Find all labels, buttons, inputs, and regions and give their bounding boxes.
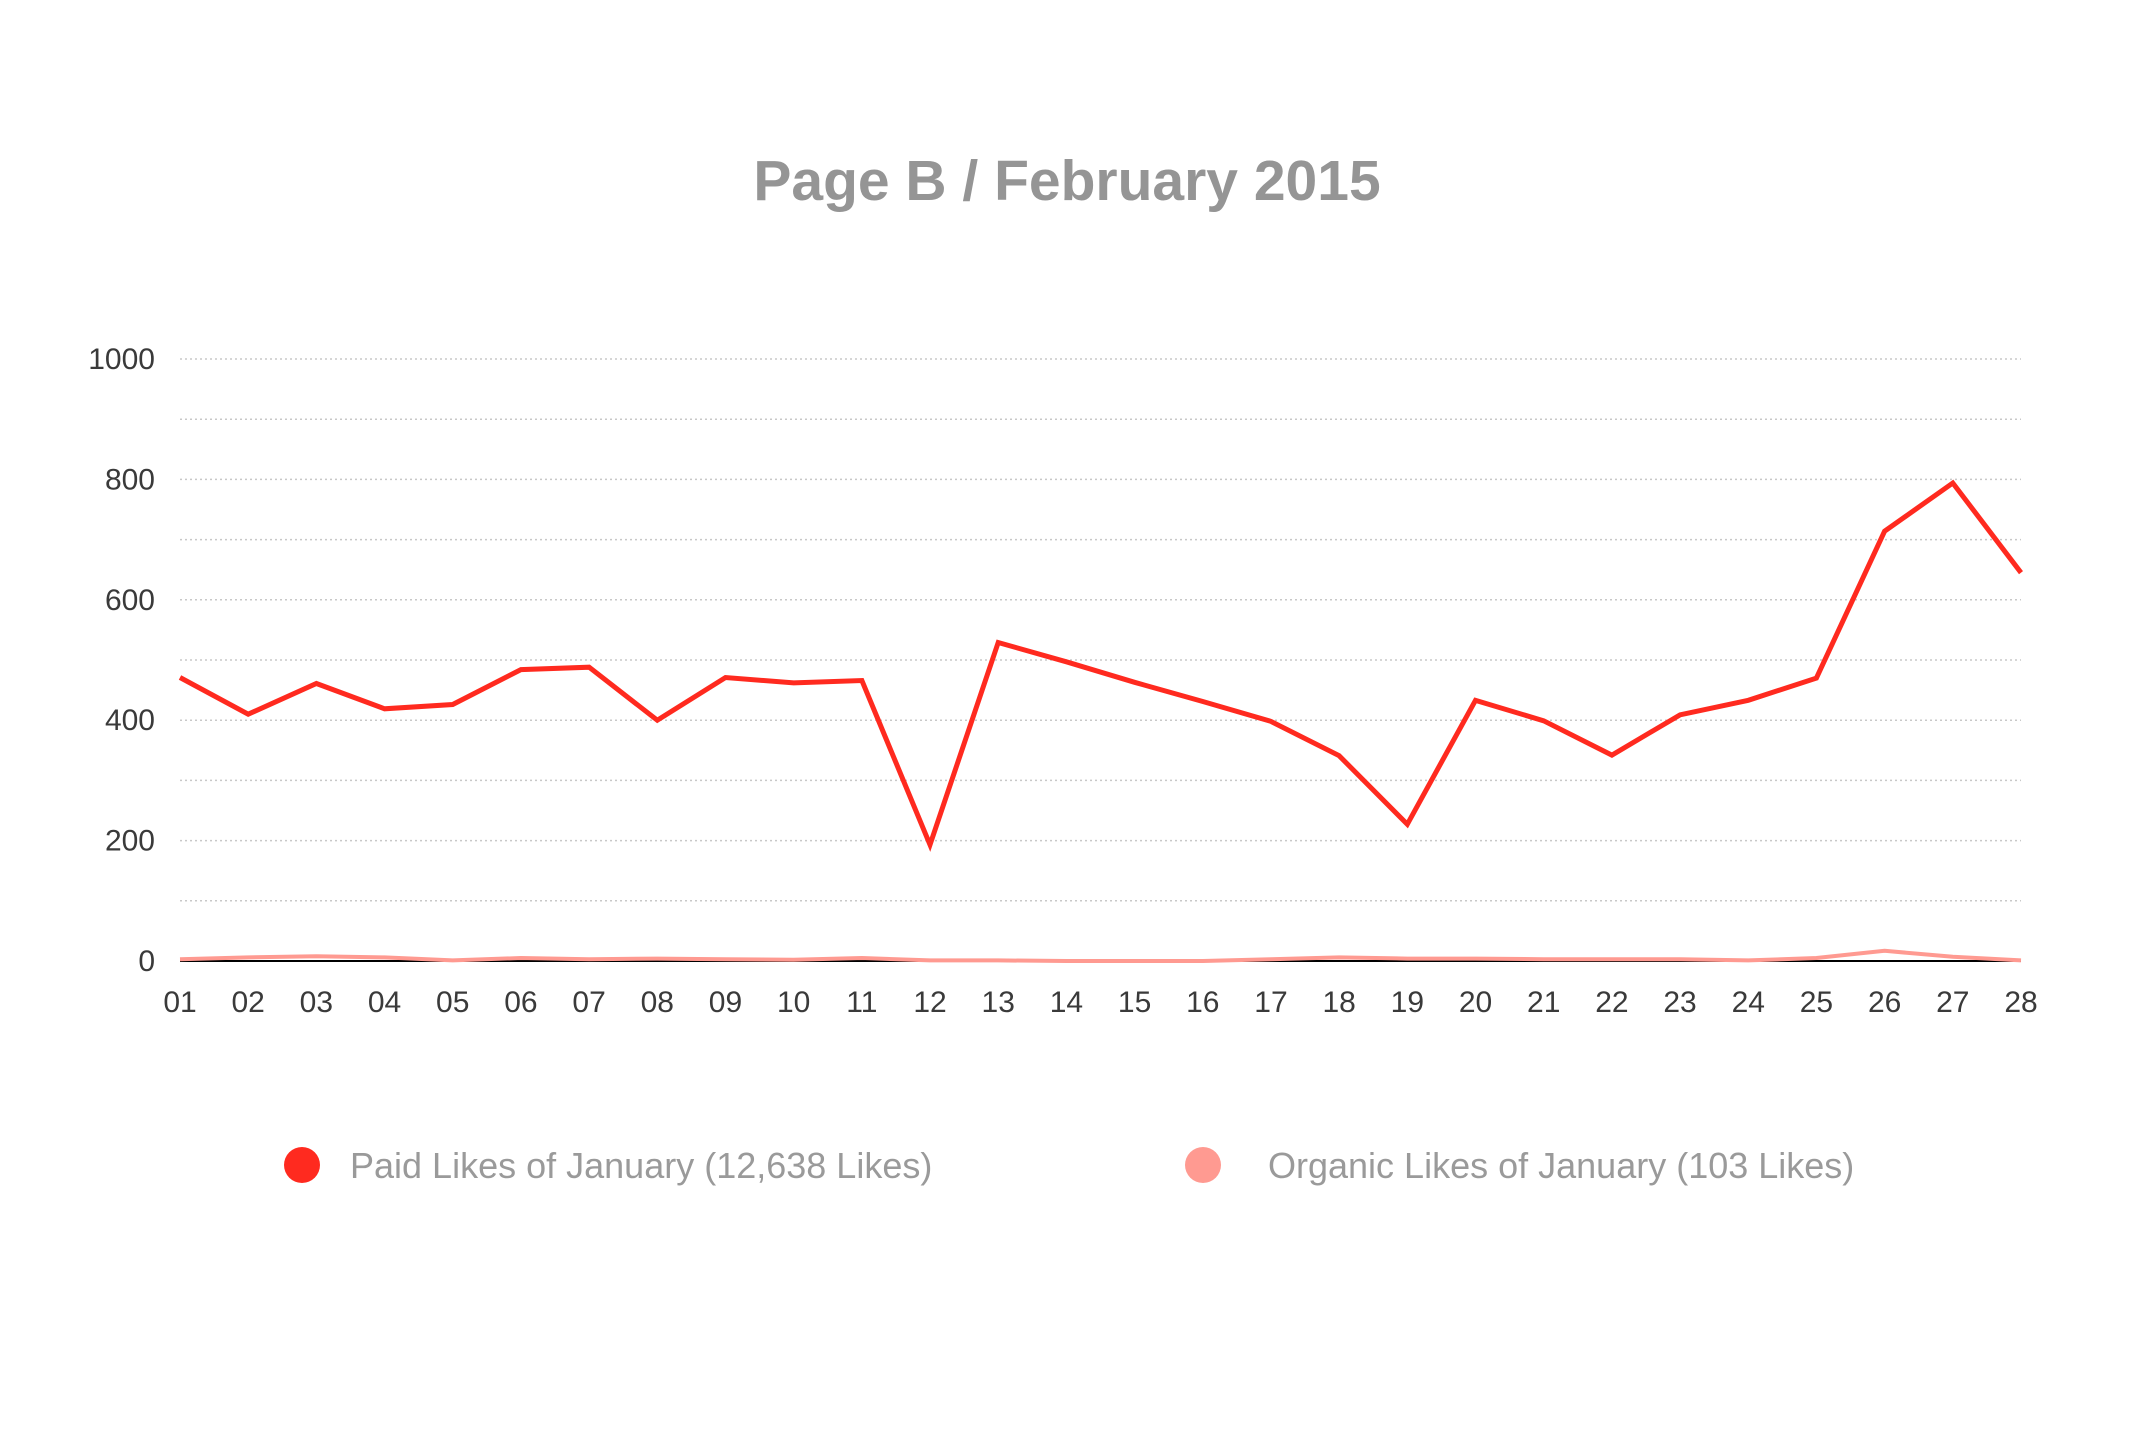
x-tick-label: 28 xyxy=(2004,986,2037,1019)
legend-item-paid: Paid Likes of January (12,638 Likes) xyxy=(284,1145,932,1186)
y-tick-label: 600 xyxy=(105,584,155,617)
x-tick-label: 22 xyxy=(1595,986,1628,1019)
x-tick-label: 09 xyxy=(709,986,742,1019)
grid xyxy=(180,358,2021,902)
x-tick-label: 11 xyxy=(846,986,877,1019)
legend-label: Organic Likes of January (103 Likes) xyxy=(1268,1145,1854,1186)
chart-title: Page B / February 2015 xyxy=(753,149,1380,213)
x-tick-label: 20 xyxy=(1459,986,1492,1019)
y-tick-label: 200 xyxy=(105,825,155,858)
legend-marker xyxy=(1185,1147,1221,1183)
x-tick-label: 08 xyxy=(641,986,674,1019)
series-lines xyxy=(178,479,2023,963)
x-tick-label: 03 xyxy=(300,986,333,1019)
x-tick-label: 21 xyxy=(1527,986,1560,1019)
legend-label: Paid Likes of January (12,638 Likes) xyxy=(350,1145,932,1186)
x-tick-label: 06 xyxy=(504,986,537,1019)
y-tick-label: 400 xyxy=(105,704,155,737)
x-axis-ticks: 01 02 03 04 05 06 07 08 09 10 11 12 13 14 15 16 17 18 19 20… xyxy=(163,986,2037,1019)
x-tick-label: 23 xyxy=(1663,986,1696,1019)
x-tick-label: 17 xyxy=(1254,986,1287,1019)
x-tick-label: 13 xyxy=(982,986,1015,1019)
x-tick-label: 26 xyxy=(1868,986,1901,1019)
series-line-organic xyxy=(179,948,2022,963)
y-tick-label: 1000 xyxy=(88,343,155,376)
x-tick-label: 14 xyxy=(1050,986,1083,1019)
series-line-paid xyxy=(178,479,2023,852)
x-tick-label: 02 xyxy=(231,986,264,1019)
y-tick-label: 800 xyxy=(105,463,155,496)
x-tick-label: 16 xyxy=(1186,986,1219,1019)
x-tick-label: 07 xyxy=(572,986,605,1019)
y-tick-label: 0 xyxy=(138,945,155,978)
legend-item-organic: Organic Likes of January (103 Likes) xyxy=(1185,1145,1854,1186)
x-tick-label: 19 xyxy=(1391,986,1424,1019)
y-axis-ticks: 0 200 400 600 800 1000 xyxy=(88,343,155,978)
x-tick-label: 18 xyxy=(1322,986,1355,1019)
x-tick-label: 12 xyxy=(913,986,946,1019)
x-tick-label: 05 xyxy=(436,986,469,1019)
x-tick-label: 27 xyxy=(1936,986,1969,1019)
x-tick-label: 25 xyxy=(1800,986,1833,1019)
x-tick-label: 24 xyxy=(1732,986,1765,1019)
legend-marker xyxy=(284,1147,320,1183)
legend: Paid Likes of January (12,638 Likes) Orga… xyxy=(284,1145,1854,1186)
x-tick-label: 01 xyxy=(163,986,196,1019)
x-tick-label: 10 xyxy=(777,986,810,1019)
x-tick-label: 15 xyxy=(1118,986,1151,1019)
x-tick-label: 04 xyxy=(368,986,401,1019)
